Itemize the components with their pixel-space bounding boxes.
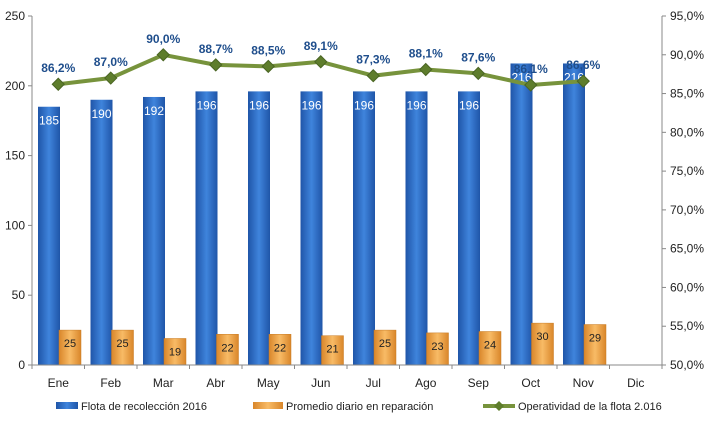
- line-data-label: 86,1%: [514, 62, 548, 76]
- right-tick-label: 50,0%: [670, 358, 704, 372]
- legend-label-reparacion: Promedio diario en reparación: [286, 401, 433, 413]
- bar-flota-label: 192: [144, 104, 164, 118]
- right-tick-label: 80,0%: [670, 125, 704, 139]
- bar-reparacion-label: 29: [589, 333, 601, 345]
- bar-flota: [563, 63, 585, 366]
- bar-flota: [300, 91, 323, 365]
- line-marker: [576, 74, 590, 88]
- bar-flota-label: 190: [91, 107, 111, 121]
- line-marker: [314, 55, 328, 69]
- x-tick-label: Jun: [311, 376, 330, 390]
- bar-flota: [38, 106, 60, 366]
- bar-flota: [195, 91, 218, 365]
- legend-label-flota: Flota de recolección 2016: [81, 401, 207, 413]
- bar-flota-label: 196: [196, 98, 216, 112]
- bar-reparacion-label: 30: [536, 331, 548, 343]
- bar-flota: [248, 91, 270, 365]
- line-data-label: 88,5%: [251, 43, 285, 57]
- line-marker: [471, 66, 485, 81]
- right-tick-label: 65,0%: [670, 242, 704, 256]
- bar-reparacion-label: 22: [274, 342, 286, 354]
- bar-flota: [458, 91, 480, 365]
- line-marker: [209, 58, 223, 72]
- line-data-label: 89,1%: [304, 39, 338, 53]
- x-tick-label: Jul: [366, 376, 381, 390]
- right-tick-label: 90,0%: [670, 48, 704, 62]
- bar-flota-label: 196: [354, 98, 374, 112]
- left-axis: 0 50 100 150 200 250: [5, 9, 33, 372]
- line-marker: [104, 71, 118, 85]
- right-axis: 50,0% 55,0% 60,0% 65,0% 70,0% 75,0% 80,0% 85,0%…: [661, 9, 704, 372]
- bar-reparacion-label: 25: [64, 338, 76, 350]
- bar-flota: [353, 91, 375, 365]
- right-tick-label: 60,0%: [670, 280, 704, 294]
- line-marker: [419, 62, 433, 77]
- bar-flota: [90, 99, 113, 365]
- legend-marker-operatividad: [494, 401, 504, 411]
- left-tick-label: 250: [5, 9, 25, 23]
- line-data-label: 87,3%: [356, 53, 390, 67]
- left-tick-label: 200: [5, 79, 25, 93]
- right-tick-label: 95,0%: [670, 9, 704, 23]
- legend-label-operatividad: Operatividad de la flota 2.016: [518, 401, 662, 413]
- bar-reparacion-label: 21: [326, 344, 338, 356]
- x-axis: Ene Feb Mar Abr May Jun Jul Ago Sep Oct Nov Dic: [31, 364, 663, 390]
- right-tick-label: 85,0%: [670, 87, 704, 101]
- line-data-label: 87,6%: [461, 50, 495, 64]
- line-data-label: 90,0%: [146, 32, 180, 46]
- bar-reparacion-label: 25: [379, 338, 391, 350]
- line-data-label: 86,2%: [41, 61, 75, 75]
- line-data-label: 88,7%: [199, 42, 233, 56]
- bar-reparacion-label: 22: [221, 342, 233, 354]
- line-marker: [366, 69, 380, 83]
- x-tick-label: Ene: [48, 376, 70, 390]
- line-marker: [261, 59, 275, 74]
- left-tick-label: 0: [18, 358, 25, 372]
- bar-reparacion-label: 25: [116, 338, 128, 350]
- legend-swatch-reparacion: [253, 402, 283, 409]
- line-data-label: 88,1%: [409, 47, 443, 61]
- x-tick-label: Ago: [415, 376, 437, 390]
- left-tick-label: 50: [12, 288, 26, 302]
- x-tick-label: Dic: [627, 376, 644, 390]
- line-marker: [51, 77, 65, 91]
- bar-reparacion-label: 24: [484, 339, 496, 351]
- x-tick-label: Nov: [573, 376, 594, 390]
- left-tick-label: 150: [5, 149, 25, 163]
- left-tick-label: 100: [5, 218, 25, 232]
- legend: Flota de recolección 2016 Promedio diario…: [56, 401, 662, 413]
- line-marker: [156, 48, 170, 62]
- x-tick-label: Mar: [153, 376, 174, 390]
- right-tick-label: 70,0%: [670, 203, 704, 217]
- x-tick-label: Oct: [521, 376, 540, 390]
- line-marker: [524, 78, 538, 92]
- line-data-label: 87,0%: [94, 55, 128, 69]
- bar-reparacion: [583, 324, 607, 366]
- bar-flota: [405, 91, 428, 365]
- line-data-label: 86,6%: [566, 58, 600, 72]
- right-tick-label: 55,0%: [670, 319, 704, 333]
- x-tick-label: Sep: [468, 376, 490, 390]
- bar-reparacion: [531, 322, 554, 366]
- right-tick-label: 75,0%: [670, 164, 704, 178]
- bar-flota-label: 196: [301, 98, 321, 112]
- x-tick-label: Feb: [100, 376, 121, 390]
- bar-flota-label: 196: [406, 98, 426, 112]
- bar-reparacion-label: 23: [431, 341, 443, 353]
- legend-swatch-flota: [56, 402, 78, 409]
- x-tick-label: Abr: [206, 376, 225, 390]
- bar-flota-label: 196: [249, 98, 269, 112]
- bar-flota: [143, 96, 165, 365]
- bar-reparacion-label: 19: [169, 346, 181, 358]
- bar-flota-label: 185: [39, 114, 59, 128]
- bar-flota: [510, 63, 533, 366]
- x-tick-label: May: [257, 376, 280, 390]
- bar-flota-label: 196: [459, 98, 479, 112]
